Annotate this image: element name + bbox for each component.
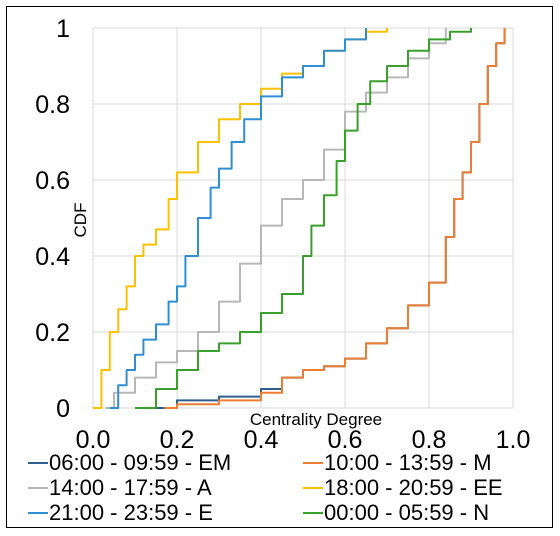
- legend-label: 00:00 - 05:59 - N: [324, 500, 489, 525]
- legend-label: 21:00 - 23:59 - E: [49, 500, 213, 525]
- x-tick-label: 0.6: [328, 426, 363, 454]
- x-tick-label: 0.8: [412, 426, 447, 454]
- x-tick-label: 0.4: [244, 426, 279, 454]
- y-tick-labels: 0 0.2 0.4 0.6 0.8 1: [35, 15, 70, 423]
- y-tick-label: 0.6: [35, 167, 70, 195]
- series-line-5: [109, 28, 367, 409]
- x-tick-label: 0.0: [76, 426, 111, 454]
- x-axis-title: Centrality Degree: [250, 410, 382, 429]
- x-tick-labels: 0.0 0.2 0.4 0.6 0.8 1.0: [76, 426, 531, 454]
- legend: 06:00 - 09:59 - EM 10:00 - 13:59 - M 14:00…: [28, 450, 503, 525]
- y-tick-label: 0.2: [35, 319, 70, 347]
- legend-label: 18:00 - 20:59 - EE: [324, 475, 503, 500]
- grid-lines: [92, 27, 514, 409]
- series-line-2: [164, 28, 506, 409]
- legend-label: 06:00 - 09:59 - EM: [49, 450, 231, 475]
- series-line-3: [105, 28, 447, 409]
- series-line-4: [93, 28, 388, 409]
- legend-label: 14:00 - 17:59 - A: [49, 475, 212, 500]
- series-lines: [93, 28, 506, 409]
- y-tick-label: 0.4: [35, 243, 70, 271]
- y-axis-title: CDF: [71, 203, 90, 238]
- x-tick-label: 1.0: [496, 426, 531, 454]
- x-tick-label: 0.2: [160, 426, 195, 454]
- series-line-6: [135, 28, 472, 409]
- chart-frame: [6, 6, 553, 528]
- y-tick-label: 0: [56, 395, 70, 423]
- legend-label: 10:00 - 13:59 - M: [324, 450, 492, 475]
- y-tick-label: 1: [56, 15, 70, 43]
- y-tick-label: 0.8: [35, 91, 70, 119]
